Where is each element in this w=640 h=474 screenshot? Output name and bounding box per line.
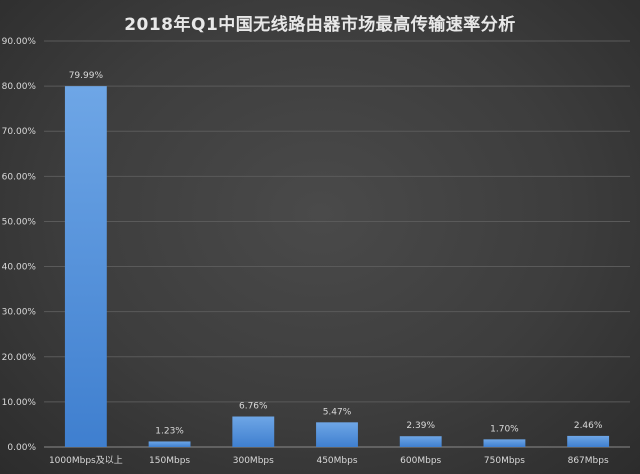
- data-label: 1.23%: [155, 426, 184, 436]
- bar: [399, 436, 442, 447]
- bars: [64, 86, 610, 447]
- x-tick-label: 150Mbps: [149, 456, 190, 466]
- data-labels: 79.99% 1.23% 6.76% 5.47% 2.39% 1.70% 2.46%: [69, 71, 603, 436]
- y-axis-ticks: 0.00% 10.00% 20.00% 30.00% 40.00% 50.00% 60.00…: [2, 37, 37, 453]
- y-tick-label: 70.00%: [2, 127, 37, 137]
- y-tick-label: 10.00%: [2, 398, 37, 408]
- data-label: 5.47%: [323, 407, 352, 417]
- x-tick-label: 450Mbps: [316, 456, 357, 466]
- bar: [316, 422, 358, 447]
- x-tick-label: 867Mbps: [568, 456, 609, 466]
- data-label: 79.99%: [69, 71, 104, 81]
- y-tick-label: 20.00%: [2, 353, 37, 363]
- x-tick-label: 600Mbps: [400, 456, 441, 466]
- y-tick-label: 90.00%: [2, 37, 37, 47]
- x-tick-label: 1000Mbps及以上: [49, 455, 123, 466]
- bar: [232, 416, 275, 447]
- bar: [148, 441, 191, 447]
- data-label: 6.76%: [239, 402, 268, 412]
- y-tick-label: 80.00%: [2, 82, 37, 92]
- y-tick-label: 60.00%: [2, 172, 37, 182]
- y-tick-label: 40.00%: [2, 263, 37, 273]
- x-tick-label: 750Mbps: [484, 456, 525, 466]
- gridlines: [44, 40, 630, 448]
- chart-title: 2018年Q1中国无线路由器市场最高传输速率分析: [124, 15, 516, 35]
- y-tick-label: 50.00%: [2, 217, 37, 227]
- data-label: 2.39%: [406, 421, 435, 431]
- bar: [64, 86, 107, 447]
- y-tick-label: 0.00%: [7, 443, 36, 453]
- x-axis-ticks: 1000Mbps及以上 150Mbps 300Mbps 450Mbps 600Mbps 7…: [49, 455, 609, 466]
- y-tick-label: 30.00%: [2, 308, 37, 318]
- bar: [483, 439, 526, 447]
- data-label: 2.46%: [574, 421, 603, 431]
- x-tick-label: 300Mbps: [233, 456, 274, 466]
- bar: [567, 435, 610, 447]
- data-label: 1.70%: [490, 424, 519, 434]
